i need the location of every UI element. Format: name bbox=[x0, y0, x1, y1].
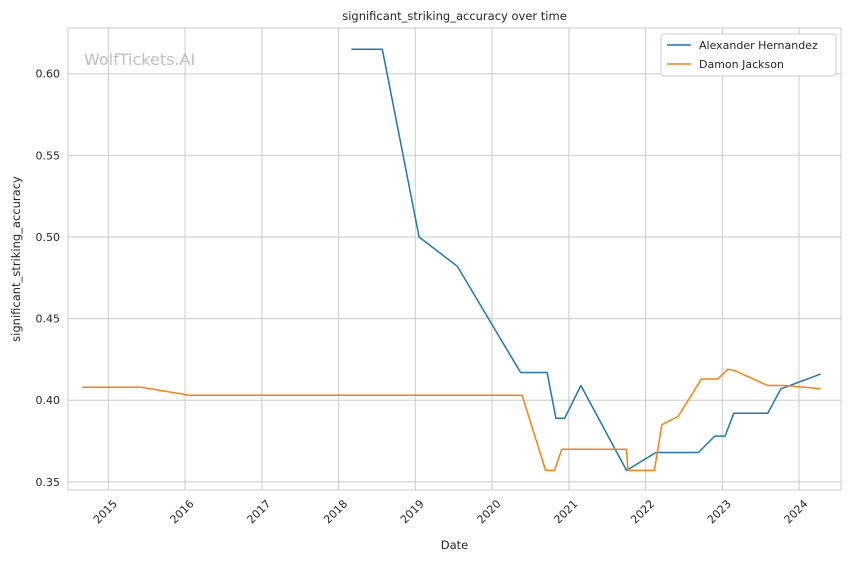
watermark: WolfTickets.AI bbox=[84, 50, 195, 69]
legend-label-series-2: Damon Jackson bbox=[699, 58, 784, 71]
series-layer bbox=[82, 48, 821, 472]
grid bbox=[68, 28, 841, 490]
y-tick-label: 0.50 bbox=[36, 231, 61, 244]
x-axis-label: Date bbox=[441, 538, 469, 552]
legend-label-series-1: Alexander Hernandez bbox=[699, 39, 818, 52]
plot-frame bbox=[67, 27, 842, 491]
y-axis-label: significant_striking_accuracy bbox=[9, 176, 23, 342]
y-tick-label: 0.45 bbox=[36, 313, 61, 326]
legend-box bbox=[660, 33, 837, 77]
series-line-1 bbox=[351, 48, 821, 472]
y-tick-label: 0.55 bbox=[36, 149, 61, 162]
plot-area bbox=[68, 28, 841, 490]
legend: Alexander Hernandez Damon Jackson bbox=[660, 33, 837, 77]
y-tick-label: 0.35 bbox=[36, 476, 61, 489]
chart-title: significant_striking_accuracy over time bbox=[342, 9, 567, 23]
x-tick-labels: 2015 2016 2017 2018 2019 2020 2021 2022 2023 2024 bbox=[91, 497, 811, 526]
y-tick-labels: 0.35 0.40 0.45 0.50 0.55 0.60 bbox=[36, 68, 61, 489]
y-tick-label: 0.40 bbox=[36, 394, 61, 407]
series-line-2 bbox=[82, 368, 821, 472]
y-tick-label: 0.60 bbox=[36, 68, 61, 81]
